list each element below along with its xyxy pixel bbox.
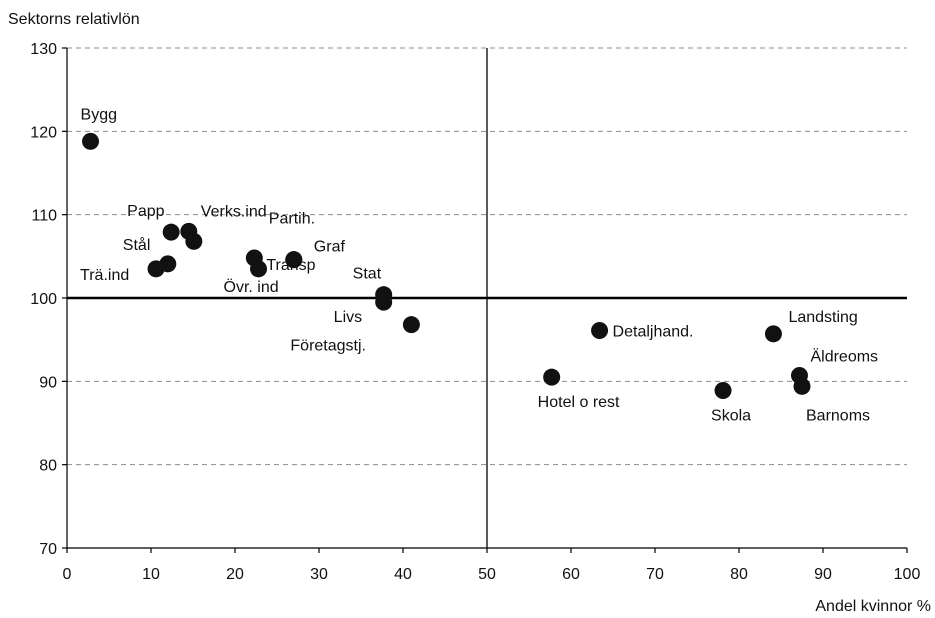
data-label-10: Stat (353, 266, 382, 283)
data-label-6: Transp (266, 257, 315, 274)
data-label-7: Övr. ind (224, 278, 279, 296)
x-tick-label-30: 30 (310, 566, 328, 583)
x-tick-label-70: 70 (646, 566, 664, 583)
axes (62, 47, 908, 553)
y-tick-label-80: 80 (39, 458, 57, 475)
data-point-16 (764, 325, 782, 343)
data-point-7 (250, 260, 268, 278)
data-label-5: Trä.ind (80, 267, 129, 284)
x-tick-label-50: 50 (478, 566, 496, 583)
data-label-13: Hotel o rest (538, 394, 620, 411)
data-label-14: Detaljhand. (613, 324, 694, 341)
data-label-4: Stål (123, 236, 151, 254)
data-label-11: Livs (334, 309, 362, 326)
data-points (82, 132, 811, 399)
x-tick-label-80: 80 (730, 566, 748, 583)
data-point-14 (591, 322, 609, 339)
y-tick-label-100: 100 (30, 291, 57, 308)
data-point-11 (375, 293, 393, 311)
x-tick-label-100: 100 (894, 566, 921, 583)
reference-lines (67, 48, 907, 548)
data-point-9 (285, 251, 303, 269)
data-label-0: Bygg (81, 106, 117, 123)
data-label-16: Landsting (788, 309, 857, 326)
data-point-0 (82, 132, 100, 150)
y-axis-title: Sektorns relativlön (8, 11, 140, 28)
gridlines (67, 47, 907, 466)
y-tick-label-110: 110 (31, 208, 57, 225)
y-tick-label-130: 130 (30, 41, 57, 58)
data-label-1: Papp (127, 203, 164, 220)
x-tick-label-40: 40 (394, 566, 412, 583)
data-label-17: Äldreoms (810, 348, 878, 366)
data-label-12: Företagstj. (290, 338, 366, 355)
data-label-8: Partih. (269, 211, 315, 228)
data-label-2: Verks.ind (201, 203, 267, 220)
data-point-13 (543, 368, 561, 386)
data-label-9: Graf (314, 239, 346, 256)
x-axis-title: Andel kvinnor % (815, 598, 931, 615)
y-tick-label-120: 120 (30, 124, 57, 141)
data-point-3 (185, 232, 203, 250)
data-label-18: Barnoms (806, 407, 870, 424)
y-tick-label-90: 90 (39, 374, 57, 391)
x-tick-label-0: 0 (63, 566, 72, 583)
data-label-15: Skola (711, 408, 751, 425)
data-point-5 (147, 260, 165, 278)
x-tick-label-60: 60 (562, 566, 580, 583)
data-point-12 (402, 316, 420, 334)
data-point-18 (793, 377, 811, 395)
x-tick-label-10: 10 (142, 566, 160, 583)
data-point-1 (162, 223, 180, 241)
data-point-15 (714, 382, 732, 399)
point-labels: Bygg Papp Verks.ind Stål Trä.ind Transp Övr. i… (80, 106, 878, 424)
y-tick-label-70: 70 (39, 541, 57, 558)
x-tick-label-90: 90 (814, 566, 832, 583)
tick-labels: 70 80 90 100 110 120 130 0 10 20 30 40 50 60 70 80 90 100 (30, 41, 920, 583)
x-tick-label-20: 20 (226, 566, 244, 583)
